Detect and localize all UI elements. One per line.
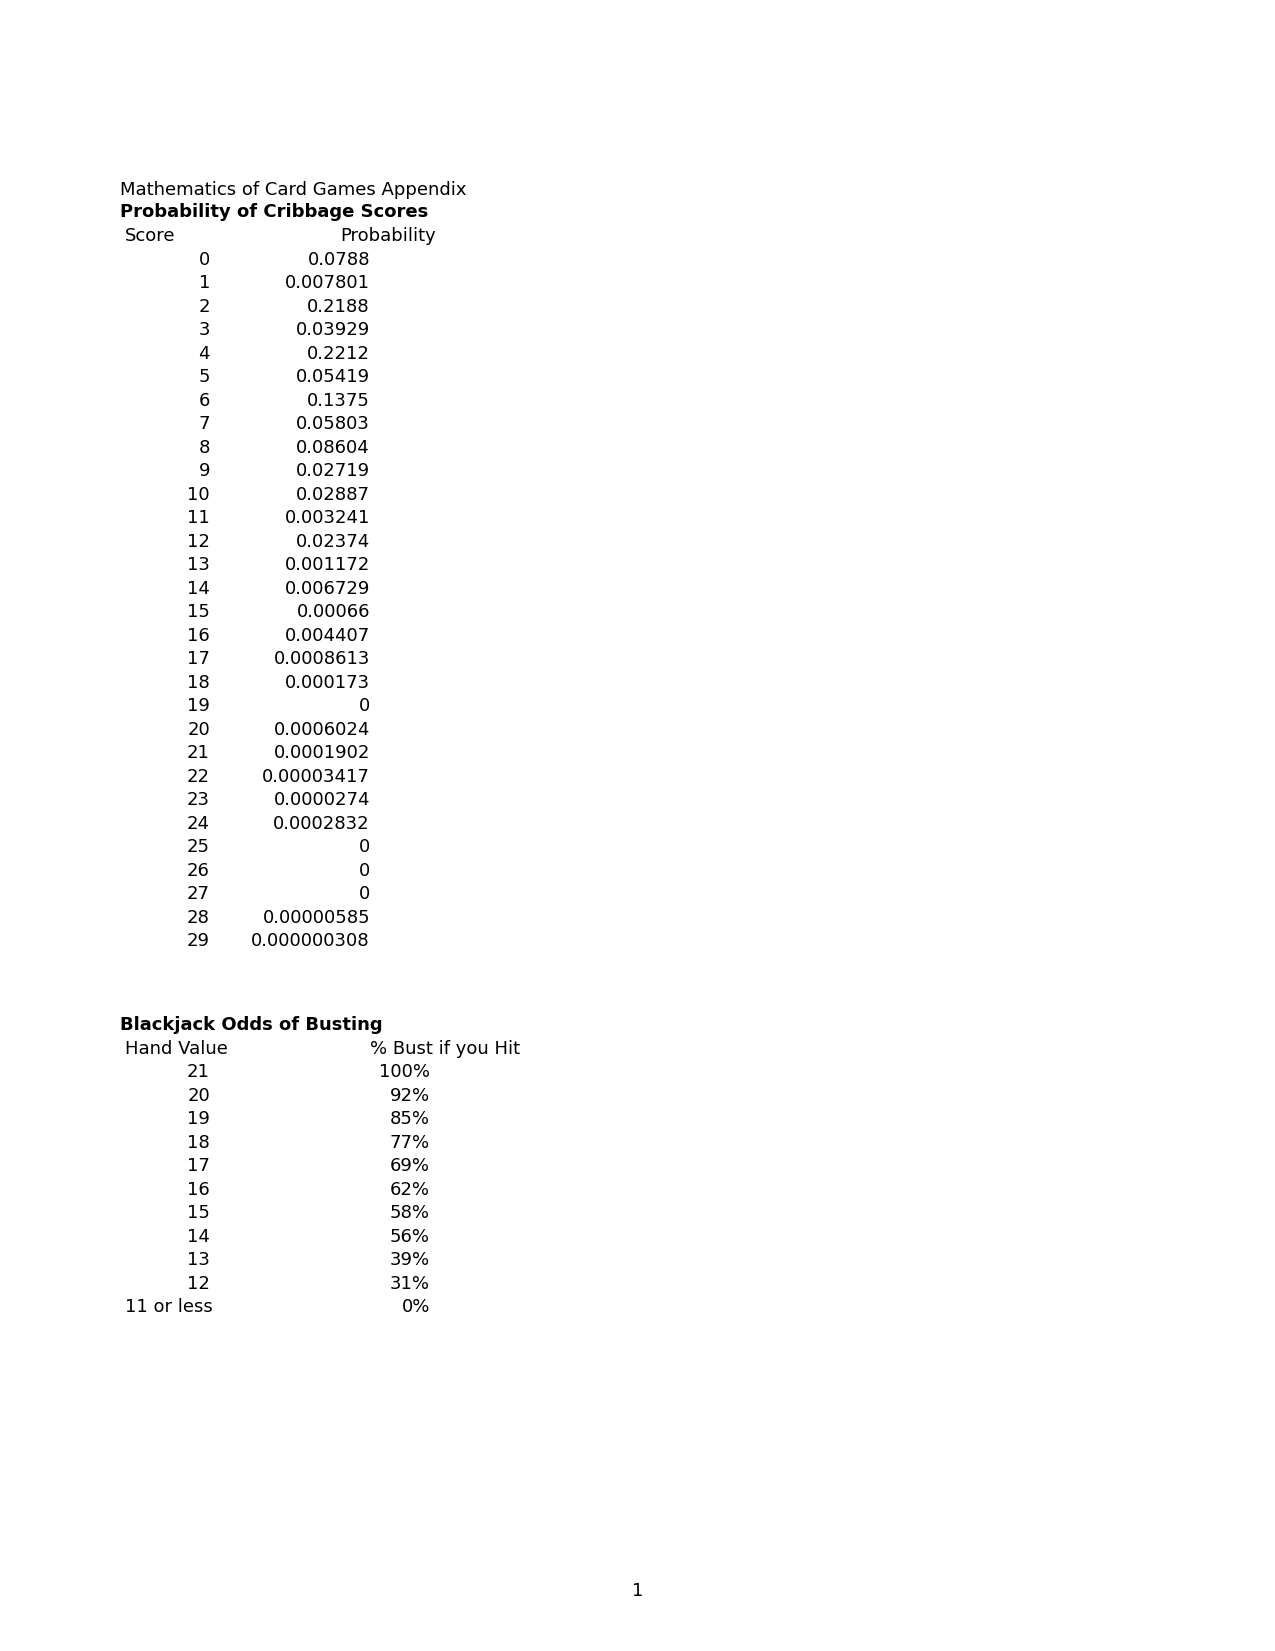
Text: 4: 4 [199, 345, 210, 363]
Text: 10: 10 [187, 485, 210, 504]
Text: 69%: 69% [390, 1157, 430, 1176]
Text: 14: 14 [187, 580, 210, 598]
Text: 0.001172: 0.001172 [284, 556, 370, 575]
Text: 62%: 62% [390, 1180, 430, 1199]
Text: 0.0000274: 0.0000274 [274, 791, 370, 809]
Text: 100%: 100% [379, 1063, 430, 1081]
Text: 0.00066: 0.00066 [297, 603, 370, 621]
Text: Probability: Probability [340, 226, 436, 244]
Text: 28: 28 [187, 908, 210, 926]
Text: 0: 0 [358, 839, 370, 855]
Text: 0: 0 [199, 251, 210, 269]
Text: 5: 5 [199, 368, 210, 386]
Text: 8: 8 [199, 439, 210, 456]
Text: 31%: 31% [390, 1275, 430, 1293]
Text: 56%: 56% [390, 1227, 430, 1245]
Text: 0.000000308: 0.000000308 [251, 933, 370, 949]
Text: 0.003241: 0.003241 [284, 509, 370, 527]
Text: 77%: 77% [390, 1134, 430, 1151]
Text: Score: Score [125, 226, 176, 244]
Text: 1: 1 [199, 274, 210, 292]
Text: 23: 23 [187, 791, 210, 809]
Text: 18: 18 [187, 674, 210, 692]
Text: 0.0008613: 0.0008613 [274, 650, 370, 669]
Text: 85%: 85% [390, 1109, 430, 1128]
Text: 58%: 58% [390, 1204, 430, 1222]
Text: 0: 0 [358, 697, 370, 715]
Text: 11: 11 [187, 509, 210, 527]
Text: % Bust if you Hit: % Bust if you Hit [370, 1040, 520, 1058]
Text: Blackjack Odds of Busting: Blackjack Odds of Busting [120, 1015, 382, 1034]
Text: 9: 9 [199, 462, 210, 480]
Text: 25: 25 [187, 839, 210, 855]
Text: 1: 1 [632, 1582, 643, 1600]
Text: 0.004407: 0.004407 [284, 626, 370, 644]
Text: 3: 3 [199, 320, 210, 338]
Text: 2: 2 [199, 297, 210, 315]
Text: 0.006729: 0.006729 [284, 580, 370, 598]
Text: 15: 15 [187, 1204, 210, 1222]
Text: 0%: 0% [402, 1298, 430, 1316]
Text: 20: 20 [187, 720, 210, 738]
Text: 39%: 39% [390, 1251, 430, 1270]
Text: 0.1375: 0.1375 [307, 391, 370, 409]
Text: 6: 6 [199, 391, 210, 409]
Text: 17: 17 [187, 650, 210, 669]
Text: 14: 14 [187, 1227, 210, 1245]
Text: 27: 27 [187, 885, 210, 903]
Text: 24: 24 [187, 814, 210, 832]
Text: 12: 12 [187, 533, 210, 550]
Text: 19: 19 [187, 697, 210, 715]
Text: 0.00000585: 0.00000585 [263, 908, 370, 926]
Text: 0.05803: 0.05803 [296, 414, 370, 433]
Text: 22: 22 [187, 768, 210, 786]
Text: 0: 0 [358, 862, 370, 880]
Text: 16: 16 [187, 626, 210, 644]
Text: 0.00003417: 0.00003417 [263, 768, 370, 786]
Text: 92%: 92% [390, 1086, 430, 1105]
Text: 13: 13 [187, 1251, 210, 1270]
Text: 11 or less: 11 or less [125, 1298, 213, 1316]
Text: 21: 21 [187, 745, 210, 763]
Text: Probability of Cribbage Scores: Probability of Cribbage Scores [120, 203, 428, 221]
Text: 7: 7 [199, 414, 210, 433]
Text: 19: 19 [187, 1109, 210, 1128]
Text: 0.000173: 0.000173 [284, 674, 370, 692]
Text: 0.0006024: 0.0006024 [274, 720, 370, 738]
Text: 0.007801: 0.007801 [286, 274, 370, 292]
Text: 29: 29 [187, 933, 210, 949]
Text: 26: 26 [187, 862, 210, 880]
Text: 18: 18 [187, 1134, 210, 1151]
Text: 20: 20 [187, 1086, 210, 1105]
Text: 13: 13 [187, 556, 210, 575]
Text: Mathematics of Card Games Appendix: Mathematics of Card Games Appendix [120, 182, 467, 200]
Text: 0.02887: 0.02887 [296, 485, 370, 504]
Text: 0.02719: 0.02719 [296, 462, 370, 480]
Text: 0.0002832: 0.0002832 [273, 814, 370, 832]
Text: 0.2212: 0.2212 [307, 345, 370, 363]
Text: 21: 21 [187, 1063, 210, 1081]
Text: 0.05419: 0.05419 [296, 368, 370, 386]
Text: 12: 12 [187, 1275, 210, 1293]
Text: 0.0788: 0.0788 [307, 251, 370, 269]
Text: Hand Value: Hand Value [125, 1040, 228, 1058]
Text: 0.08604: 0.08604 [296, 439, 370, 456]
Text: 17: 17 [187, 1157, 210, 1176]
Text: 0.02374: 0.02374 [296, 533, 370, 550]
Text: 0: 0 [358, 885, 370, 903]
Text: 0.2188: 0.2188 [307, 297, 370, 315]
Text: 15: 15 [187, 603, 210, 621]
Text: 16: 16 [187, 1180, 210, 1199]
Text: 0.03929: 0.03929 [296, 320, 370, 338]
Text: 0.0001902: 0.0001902 [274, 745, 370, 763]
